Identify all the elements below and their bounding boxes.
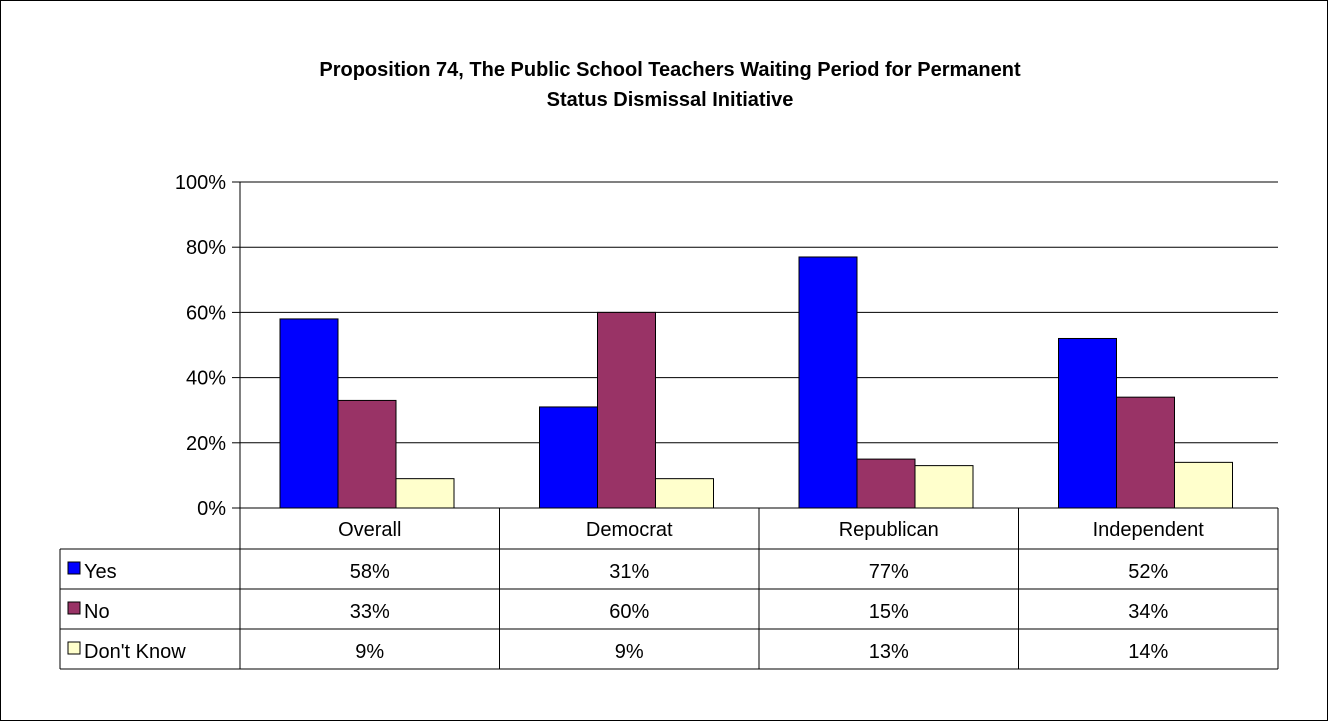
data-label: 60% (609, 601, 649, 623)
legend-label: No (84, 601, 110, 623)
data-label: 34% (1128, 601, 1168, 623)
legend-key (67, 641, 81, 655)
chart-title-line-2: Status Dismissal Initiative (546, 89, 794, 111)
category-label: Independent (1093, 519, 1205, 541)
y-tick-label: 100% (175, 172, 226, 194)
category-label: Democrat (586, 519, 673, 541)
legend-label: Yes (84, 561, 117, 583)
bar (798, 256, 858, 509)
bar (539, 406, 598, 509)
data-label: 13% (869, 641, 909, 663)
data-label: 9% (355, 641, 384, 663)
data-label: 77% (869, 561, 909, 583)
chart-title: Proposition 74, The Public School Teache… (0, 55, 1328, 115)
bar (655, 478, 714, 509)
bar (337, 399, 397, 509)
legend-key (67, 601, 81, 615)
data-label: 31% (609, 561, 649, 583)
bar (395, 478, 455, 509)
y-tick-label: 40% (186, 368, 226, 390)
y-tick-label: 60% (186, 302, 226, 324)
bar (1058, 337, 1117, 509)
data-label: 33% (350, 601, 390, 623)
data-label: 9% (615, 641, 644, 663)
bar (856, 458, 916, 509)
data-label: 14% (1128, 641, 1168, 663)
bar (1116, 396, 1175, 509)
chart-title-line-1: Proposition 74, The Public School Teache… (319, 59, 1021, 81)
data-label: 15% (869, 601, 909, 623)
bar (279, 318, 339, 509)
legend-label: Don't Know (84, 641, 186, 663)
y-tick-label: 0% (197, 498, 226, 520)
y-tick-label: 80% (186, 237, 226, 259)
bar (597, 311, 656, 509)
bar (914, 465, 974, 509)
y-tick-label: 20% (186, 433, 226, 455)
category-label: Overall (338, 519, 401, 541)
legend-key (67, 561, 81, 575)
category-label: Republican (839, 519, 939, 541)
data-label: 58% (350, 561, 390, 583)
data-label: 52% (1128, 561, 1168, 583)
bar (1174, 461, 1233, 509)
